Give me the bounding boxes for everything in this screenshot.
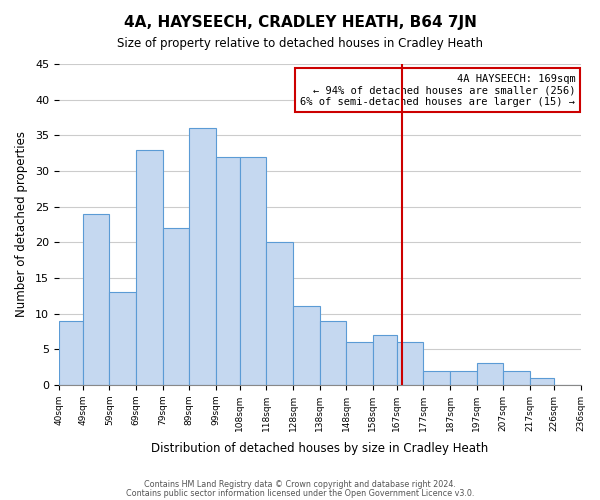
Text: Contains HM Land Registry data © Crown copyright and database right 2024.: Contains HM Land Registry data © Crown c… [144, 480, 456, 489]
Bar [59, 320, 83, 385]
Bar [216, 156, 240, 385]
Bar [397, 342, 424, 385]
Text: Contains public sector information licensed under the Open Government Licence v3: Contains public sector information licen… [126, 488, 474, 498]
Bar [476, 364, 503, 385]
Bar [189, 128, 216, 385]
Text: 4A, HAYSEECH, CRADLEY HEATH, B64 7JN: 4A, HAYSEECH, CRADLEY HEATH, B64 7JN [124, 15, 476, 30]
Bar [109, 292, 136, 385]
Text: 4A HAYSEECH: 169sqm
← 94% of detached houses are smaller (256)
6% of semi-detach: 4A HAYSEECH: 169sqm ← 94% of detached ho… [300, 74, 575, 107]
Bar [83, 214, 109, 385]
Bar [136, 150, 163, 385]
Bar [346, 342, 373, 385]
Bar [530, 378, 554, 385]
Y-axis label: Number of detached properties: Number of detached properties [15, 132, 28, 318]
Bar [293, 306, 320, 385]
Bar [240, 156, 266, 385]
Bar [503, 370, 530, 385]
Bar [163, 228, 189, 385]
Text: Size of property relative to detached houses in Cradley Heath: Size of property relative to detached ho… [117, 38, 483, 51]
Bar [320, 320, 346, 385]
Bar [266, 242, 293, 385]
Bar [450, 370, 476, 385]
Bar [424, 370, 450, 385]
X-axis label: Distribution of detached houses by size in Cradley Heath: Distribution of detached houses by size … [151, 442, 488, 455]
Bar [373, 335, 397, 385]
